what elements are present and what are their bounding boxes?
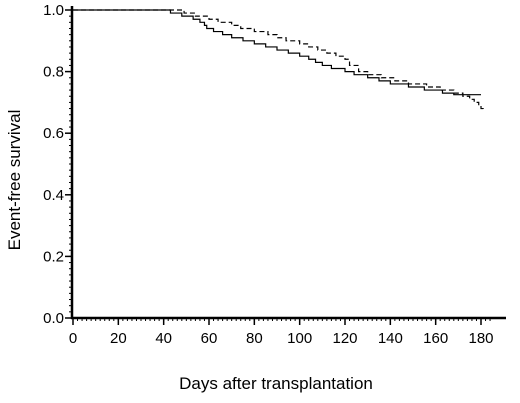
chart-series [73,9,484,112]
x-tick-label: 60 [201,330,218,347]
x-tick-label: 160 [423,330,448,347]
y-tick-label: 0.4 [43,187,64,204]
chart-axes [70,6,506,320]
x-tick-label: 120 [332,330,357,347]
y-tick-label: 0.0 [43,310,64,327]
y-tick-label: 0.2 [43,248,64,265]
solid-survival-curve [73,9,481,96]
x-tick-label: 40 [155,330,172,347]
dashed-survival-curve [73,9,484,112]
x-axis-title: Days after transplantation [179,374,373,393]
y-axis-title: Event-free survival [5,110,24,251]
x-tick-label: 80 [246,330,263,347]
y-tick-label: 0.6 [43,125,64,142]
x-tick-label: 180 [468,330,493,347]
x-tick-label: 0 [69,330,77,347]
x-tick-label: 140 [378,330,403,347]
x-tick-label: 100 [287,330,312,347]
x-tick-label: 20 [110,330,127,347]
axis-ticks: 0.0 0.2 0.4 0.6 0.8 1.0 0 20 40 60 80 100 120 140 160 1… [43,2,493,347]
y-tick-label: 1.0 [43,2,64,19]
y-tick-label: 0.8 [43,64,64,81]
